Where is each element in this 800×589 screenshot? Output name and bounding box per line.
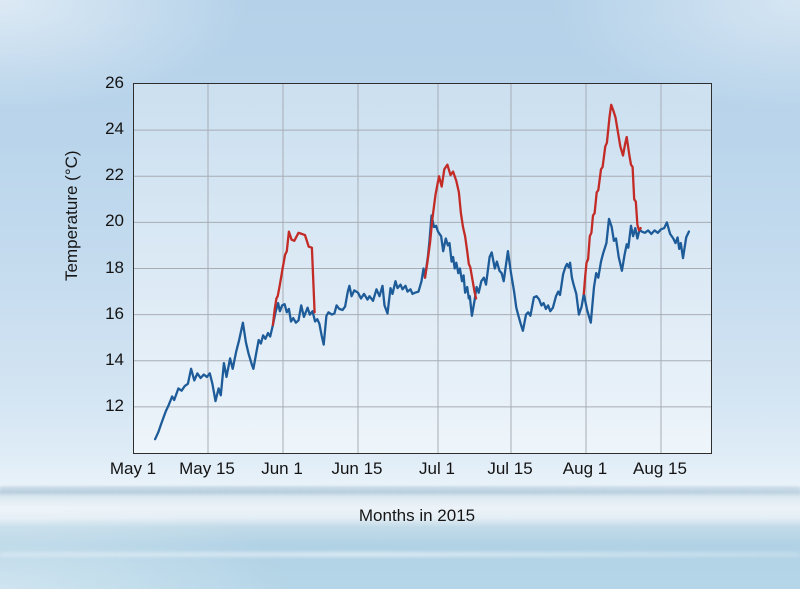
x-tick-label: Aug 1 — [562, 459, 608, 478]
x-tick-label: Aug 15 — [633, 459, 687, 478]
red-temperature-line — [423, 163, 478, 300]
x-tick-label: Jun 1 — [261, 459, 303, 478]
x-tick-label: Jun 15 — [331, 459, 383, 478]
y-tick-label: 14 — [105, 349, 124, 369]
x-tick-label: May 1 — [109, 459, 157, 478]
x-tick-label: Jul 15 — [487, 459, 533, 478]
y-tick-label: 20 — [105, 211, 124, 231]
y-tick-label: 12 — [105, 395, 124, 415]
chart-plot-area — [133, 83, 712, 454]
x-tick-label: May 15 — [179, 459, 235, 478]
y-tick-label: 18 — [105, 257, 124, 277]
blue-temperature-line — [153, 214, 691, 441]
y-tick-label: 26 — [105, 73, 124, 92]
y-tick-label: 22 — [105, 165, 124, 185]
x-tick-label: Jul 1 — [419, 459, 455, 478]
chart-svg — [134, 84, 711, 453]
y-tick-label: 24 — [105, 119, 124, 139]
water-horizon-streak — [0, 486, 800, 494]
red-temperature-line — [582, 103, 642, 296]
water-highlight-streak — [0, 552, 800, 557]
red-temperature-line — [271, 230, 316, 327]
y-tick-label: 16 — [105, 303, 124, 323]
x-axis-title: Months in 2015 — [358, 506, 476, 525]
